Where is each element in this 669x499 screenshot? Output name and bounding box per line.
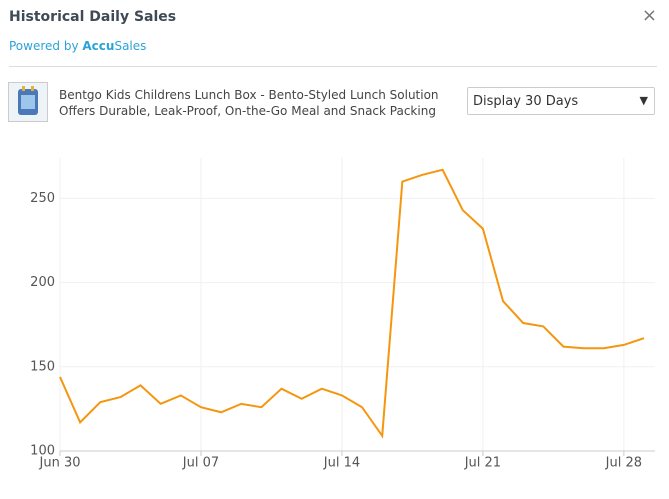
x-tick-label: Jul 07 xyxy=(182,456,219,471)
y-tick-label: 150 xyxy=(30,359,55,374)
x-tick-label: Jul 21 xyxy=(464,456,501,471)
y-tick-label: 200 xyxy=(30,275,55,290)
brand-prefix: Accu xyxy=(82,39,115,53)
powered-by-text: Powered by xyxy=(9,39,79,53)
range-select-label: Display 30 Days xyxy=(473,94,579,109)
x-tick-label: Jul 28 xyxy=(605,456,642,471)
dropdown-arrow: ▼ xyxy=(639,94,648,107)
product-thumbnail xyxy=(8,82,48,122)
dialog-title: Historical Daily Sales xyxy=(9,9,177,25)
divider xyxy=(9,66,657,67)
range-select[interactable]: Display 30 Days ▼ xyxy=(467,87,655,115)
y-tick-label: 250 xyxy=(30,191,55,206)
y-tick-label: 100 xyxy=(30,444,55,459)
product-title: Bentgo Kids Childrens Lunch Box - Bento-… xyxy=(59,87,439,119)
close-button[interactable]: × xyxy=(641,5,657,26)
brand[interactable]: AccuSales xyxy=(82,39,146,53)
thumbnail-icon xyxy=(18,86,38,115)
sales-line xyxy=(59,168,645,439)
product-title-line: Offers Durable, Leak-Proof, On-the-Go Me… xyxy=(59,104,436,118)
brand-suffix: Sales xyxy=(114,39,147,53)
powered-by: Powered by AccuSales xyxy=(9,39,146,53)
x-tick-label: Jul 14 xyxy=(323,456,360,471)
x-tick-label: Jun 30 xyxy=(39,456,81,471)
product-title-line: Bentgo Kids Childrens Lunch Box - Bento-… xyxy=(59,88,439,102)
